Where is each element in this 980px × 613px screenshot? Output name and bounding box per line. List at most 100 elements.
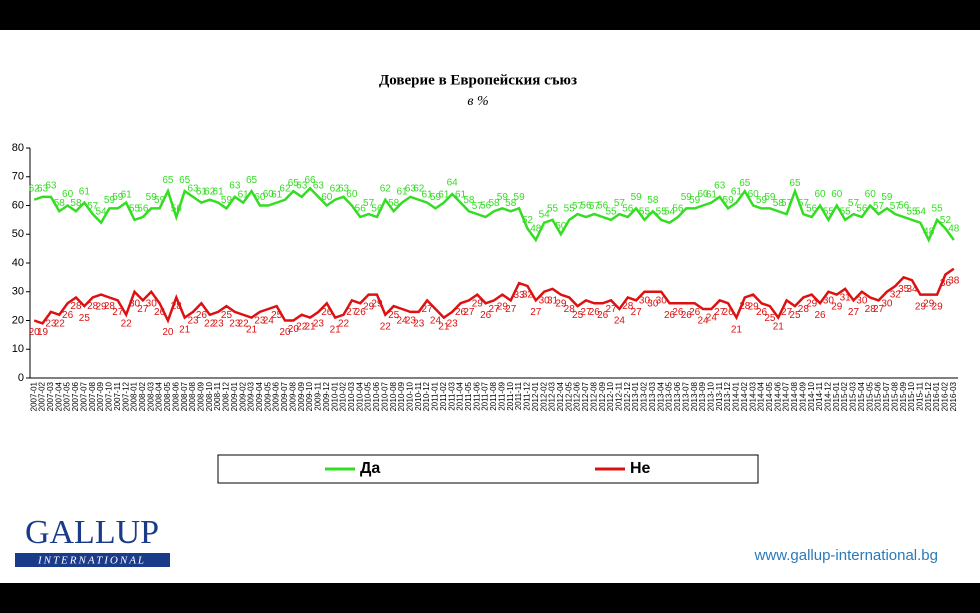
x-tick-label: 2015-01 — [832, 381, 841, 411]
data-label: 55 — [906, 207, 918, 218]
data-label: 56 — [622, 204, 634, 215]
y-tick-label: 40 — [12, 257, 24, 269]
x-tick-label: 2015-12 — [924, 381, 933, 411]
data-label: 30 — [823, 295, 835, 306]
data-label: 57 — [781, 198, 793, 209]
x-tick-label: 2015-02 — [840, 381, 849, 411]
data-label: 61 — [396, 186, 408, 197]
data-label: 27 — [488, 304, 500, 315]
x-tick-label: 2010-08 — [389, 381, 398, 411]
data-label: 22 — [380, 321, 392, 332]
data-label: 60 — [346, 189, 358, 200]
x-tick-label: 2013-09 — [698, 381, 707, 411]
x-tick-label: 2010-04 — [355, 381, 364, 411]
data-label: 65 — [288, 178, 300, 189]
data-label: 57 — [472, 201, 484, 212]
x-tick-label: 2010-12 — [422, 381, 431, 411]
data-label: 60 — [321, 192, 333, 203]
data-label: 61 — [79, 186, 91, 197]
data-label: 54 — [539, 209, 551, 220]
x-tick-label: 2014-10 — [807, 381, 816, 411]
x-tick-label: 2011-05 — [464, 381, 473, 410]
data-label: 21 — [731, 324, 743, 335]
data-label: 56 — [137, 204, 149, 215]
data-label: 33 — [514, 290, 526, 301]
data-label: 35 — [898, 284, 910, 295]
data-label: 21 — [330, 324, 342, 335]
data-label: 22 — [338, 318, 350, 329]
x-tick-label: 2009-05 — [263, 381, 272, 411]
data-label: 66 — [305, 175, 317, 186]
data-label: 56 — [171, 204, 183, 215]
data-label: 55 — [129, 204, 141, 215]
data-label: 52 — [522, 215, 534, 226]
data-label: 59 — [631, 192, 643, 203]
data-label: 29 — [932, 301, 944, 312]
data-label: 58 — [70, 198, 82, 209]
data-label: 62 — [380, 183, 392, 194]
data-label: 27 — [781, 307, 793, 318]
data-label: 27 — [422, 304, 434, 315]
x-tick-label: 2012-06 — [573, 381, 582, 411]
data-label: 59 — [514, 192, 526, 203]
data-label: 36 — [940, 278, 952, 289]
x-tick-label: 2007-06 — [71, 381, 80, 411]
data-label: 24 — [430, 316, 442, 327]
data-label: 20 — [288, 324, 300, 335]
x-tick-label: 2011-06 — [472, 381, 481, 410]
x-tick-label: 2012-12 — [623, 381, 632, 411]
data-label: 30 — [856, 295, 868, 306]
x-tick-label: 2009-03 — [247, 381, 256, 411]
data-label: 30 — [647, 298, 659, 309]
x-tick-label: 2008-09 — [196, 381, 205, 411]
data-label: 28 — [87, 301, 99, 312]
data-label: 61 — [422, 189, 434, 200]
data-label: 57 — [798, 198, 810, 209]
data-label: 29 — [371, 298, 383, 309]
data-label: 59 — [497, 192, 509, 203]
chart-title: Доверие в Европейския съюз — [379, 72, 577, 88]
x-tick-label: 2012-03 — [548, 381, 557, 411]
data-label: 59 — [221, 195, 233, 206]
x-tick-label: 2016-02 — [941, 381, 950, 411]
data-label: 55 — [840, 207, 852, 218]
x-tick-label: 2010-02 — [339, 381, 348, 411]
data-label: 56 — [672, 204, 684, 215]
data-label: 24 — [706, 313, 718, 324]
x-tick-label: 2010-10 — [406, 381, 415, 411]
data-label: 60 — [62, 189, 74, 200]
data-label: 32 — [890, 290, 902, 301]
data-label: 23 — [229, 319, 241, 330]
legend-label: Не — [630, 460, 651, 477]
series-line — [33, 267, 955, 325]
data-label: 21 — [246, 324, 258, 335]
x-tick-label: 2010-01 — [330, 381, 339, 411]
data-label: 61 — [238, 189, 250, 200]
data-label: 25 — [789, 310, 801, 321]
data-label: 54 — [664, 206, 676, 217]
x-tick-label: 2013-10 — [706, 381, 715, 411]
data-label: 62 — [29, 183, 41, 194]
x-tick-label: 2016-01 — [932, 381, 941, 411]
x-tick-label: 2010-09 — [397, 381, 406, 411]
x-tick-label: 2015-11 — [915, 381, 924, 410]
data-label: 26 — [62, 310, 74, 321]
x-tick-label: 2009-10 — [305, 381, 314, 411]
logo-name: GALLUP — [25, 514, 159, 551]
data-label: 55 — [823, 207, 835, 218]
data-label: 20 — [29, 327, 41, 338]
data-label: 21 — [179, 324, 191, 335]
x-tick-label: 2007-12 — [121, 381, 130, 411]
top-bar — [0, 0, 980, 30]
logo-band — [15, 553, 170, 567]
data-label: 59 — [104, 195, 116, 206]
y-tick-label: 30 — [12, 286, 24, 298]
data-label: 61 — [438, 189, 450, 200]
data-label: 27 — [346, 307, 358, 318]
data-label: 27 — [112, 307, 124, 318]
data-label: 26 — [589, 307, 601, 318]
data-label: 56 — [355, 204, 367, 215]
data-label: 62 — [413, 183, 425, 194]
x-tick-label: 2014-07 — [782, 381, 791, 411]
